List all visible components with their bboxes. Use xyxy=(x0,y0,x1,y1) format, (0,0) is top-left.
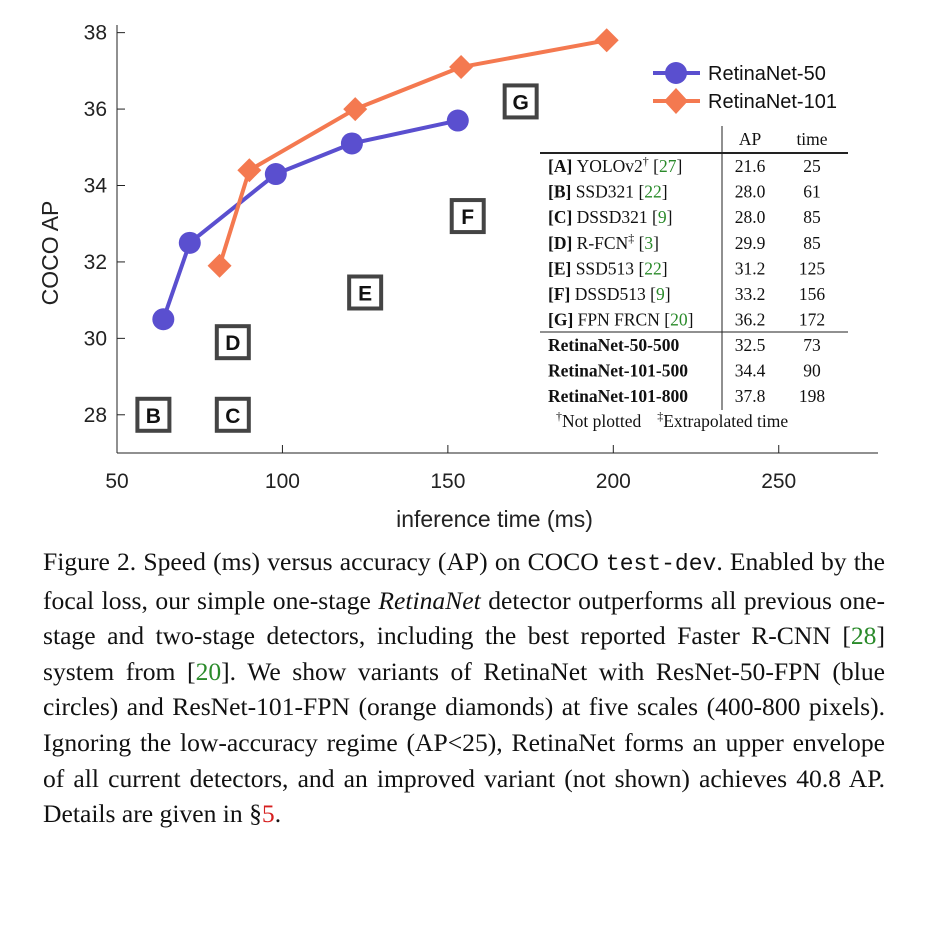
point-retinanet-50 xyxy=(340,132,363,155)
marker-g: G xyxy=(502,83,539,120)
table-row-name: [A] YOLOv2† [27] xyxy=(548,154,682,176)
y-axis-label: COCO AP xyxy=(37,201,63,306)
marker-box xyxy=(214,396,251,433)
marker-box xyxy=(502,83,539,120)
y-tick-label: 36 xyxy=(84,98,107,121)
marker-box xyxy=(135,396,172,433)
detector-markers: B C D E F G xyxy=(135,83,539,433)
table-row-time: 85 xyxy=(803,233,821,253)
table-rows: [A] YOLOv2† [27] 21.6 25 [B] SSD321 [22] 28.… xyxy=(548,154,825,406)
table-row-time: 172 xyxy=(799,310,825,330)
legend: RetinaNet-50 RetinaNet-101 xyxy=(653,62,837,114)
legend-label-retinanet-101: RetinaNet-101 xyxy=(708,91,837,113)
axes: 28 30 32 34 36 38 50 100 150 200 250 inference time… xyxy=(37,22,878,532)
series-line-0 xyxy=(161,118,459,320)
table-row-name: [E] SSD513 [22] xyxy=(548,258,668,278)
y-tick-label: 34 xyxy=(84,175,108,198)
x-tick-label: 150 xyxy=(430,470,465,493)
marker-letter: B xyxy=(146,405,161,428)
table-row-ap: 28.0 xyxy=(735,207,766,227)
marker-e: E xyxy=(347,274,384,311)
table-retina-row-time: 90 xyxy=(803,361,821,381)
series-layer xyxy=(152,28,619,331)
point-retinanet-101 xyxy=(343,97,368,122)
table-header-time: time xyxy=(796,129,827,149)
table-row-time: 85 xyxy=(803,207,821,227)
marker-f: F xyxy=(449,198,486,235)
table-row-time: 61 xyxy=(803,182,821,202)
caption-retinanet: RetinaNet xyxy=(378,585,481,615)
point-retinanet-101 xyxy=(207,253,232,278)
marker-box xyxy=(214,324,251,361)
y-tick-label: 32 xyxy=(84,251,107,274)
caption-cite-28[interactable]: 28 xyxy=(850,621,877,651)
marker-letter: C xyxy=(225,405,240,428)
marker-c: C xyxy=(214,396,251,433)
table-row-time: 125 xyxy=(799,258,826,278)
figure-caption: Figure 2. Speed (ms) versus accuracy (AP… xyxy=(43,547,886,829)
point-retinanet-101 xyxy=(237,158,262,183)
caption-test-dev: test-dev xyxy=(605,551,717,577)
table-row-name: [D] R-FCN‡ [3] xyxy=(548,231,659,253)
table-row-time: 156 xyxy=(799,284,826,304)
marker-letter: F xyxy=(461,206,474,229)
x-tick-label: 50 xyxy=(105,470,128,493)
table-retina-row-name: RetinaNet-101-500 xyxy=(548,361,688,381)
x-axis-label: inference time (ms) xyxy=(396,506,593,532)
x-tick-label: 250 xyxy=(761,470,796,493)
table-retina-row-ap: 32.5 xyxy=(735,335,766,355)
table-header-ap: AP xyxy=(739,129,762,149)
table-row-name: [B] SSD321 [22] xyxy=(548,182,668,202)
legend-label-retinanet-50: RetinaNet-50 xyxy=(708,63,826,85)
table-row-name: [F] DSSD513 [9] xyxy=(548,284,671,304)
table-retina-row-time: 73 xyxy=(803,335,821,355)
table-retina-row-ap: 34.4 xyxy=(735,361,766,381)
marker-box xyxy=(449,198,486,235)
marker-d: D xyxy=(214,324,251,361)
table-row-name: [G] FPN FRCN [20] xyxy=(548,310,693,330)
table-row-ap: 28.0 xyxy=(735,182,766,202)
table-footnote: †Not plotted ‡Extrapolated time xyxy=(556,409,788,431)
table-retina-row-name: RetinaNet-50-500 xyxy=(548,335,679,355)
marker-letter: G xyxy=(512,91,528,114)
point-retinanet-50 xyxy=(446,109,469,132)
table-retina-row-time: 198 xyxy=(799,386,826,406)
marker-letter: D xyxy=(225,332,240,355)
marker-box xyxy=(347,274,384,311)
y-tick-label: 30 xyxy=(84,327,107,350)
table-row-ap: 29.9 xyxy=(735,233,766,253)
point-retinanet-101 xyxy=(449,55,474,80)
table-retina-row-name: RetinaNet-101-800 xyxy=(548,386,688,406)
legend-diamond-icon xyxy=(664,88,688,114)
marker-letter: E xyxy=(358,283,372,306)
speed-accuracy-chart: 28 30 32 34 36 38 50 100 150 200 250 inference time… xyxy=(37,22,878,532)
point-retinanet-50 xyxy=(152,308,175,331)
table-row-time: 25 xyxy=(803,156,821,176)
caption-section-link[interactable]: 5 xyxy=(261,799,275,829)
table-background xyxy=(540,124,852,436)
point-retinanet-50 xyxy=(264,163,287,186)
table-row-ap: 33.2 xyxy=(735,284,766,304)
results-table: AP time [A] YOLOv2† [27] 21.6 25 [B] SSD321… xyxy=(540,124,852,436)
legend-circle-icon xyxy=(665,62,687,84)
table-row-ap: 31.2 xyxy=(735,258,766,278)
marker-b: B xyxy=(135,396,172,433)
y-tick-label: 38 xyxy=(84,22,107,45)
table-row-name: [C] DSSD321 [9] xyxy=(548,207,672,227)
x-tick-label: 200 xyxy=(596,470,631,493)
table-row-ap: 21.6 xyxy=(735,156,766,176)
caption-cite-20[interactable]: 20 xyxy=(195,656,222,686)
y-tick-label: 28 xyxy=(84,404,107,427)
x-tick-label: 100 xyxy=(265,470,300,493)
table-row-ap: 36.2 xyxy=(735,310,766,330)
point-retinanet-50 xyxy=(178,231,201,254)
point-retinanet-101 xyxy=(594,28,619,53)
table-retina-row-ap: 37.8 xyxy=(735,386,766,406)
